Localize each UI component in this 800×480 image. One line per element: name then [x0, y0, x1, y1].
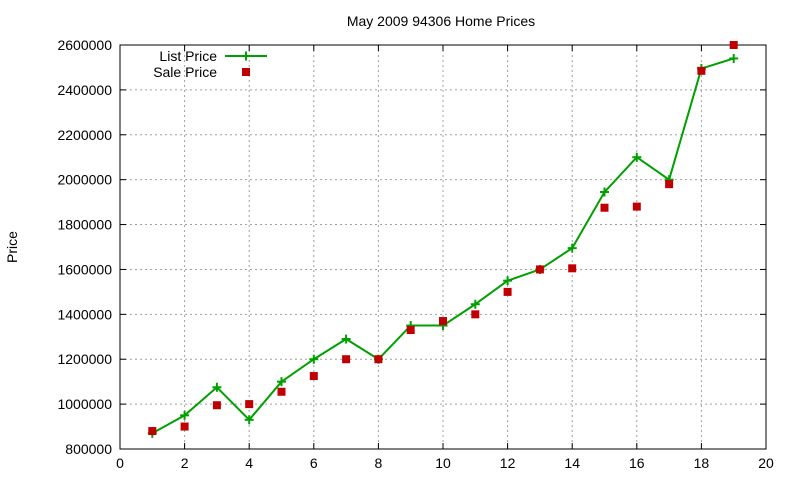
sale-price-point — [309, 372, 318, 381]
sale-price-point — [212, 401, 221, 410]
y-tick-label: 2600000 — [57, 37, 112, 53]
list-price-point — [729, 53, 739, 63]
x-tick-label: 14 — [564, 455, 580, 471]
list-price-point — [309, 354, 319, 364]
list-price-point — [180, 410, 190, 420]
sale-price-point — [568, 264, 577, 273]
list-price-point — [567, 243, 577, 253]
x-tick-label: 10 — [435, 455, 451, 471]
axis-ticks: 0 2 4 6 8 10 12 14 16 18 20 800000 1000000 1200000 140… — [57, 37, 774, 471]
series-sale-price — [148, 41, 738, 436]
sale-price-point — [277, 387, 286, 396]
y-tick-label: 1600000 — [57, 261, 112, 277]
x-tick-label: 20 — [758, 455, 774, 471]
sale-price-point — [503, 287, 512, 296]
sale-price-point — [245, 400, 254, 409]
sale-price-point — [148, 427, 157, 436]
legend-label: Sale Price — [153, 64, 217, 80]
sale-price-point — [180, 422, 189, 431]
list-price-point — [341, 334, 351, 344]
y-tick-label: 1800000 — [57, 217, 112, 233]
chart-title: May 2009 94306 Home Prices — [347, 13, 535, 29]
x-tick-label: 16 — [629, 455, 645, 471]
sale-price-point — [665, 180, 674, 189]
y-tick-label: 2400000 — [57, 82, 112, 98]
y-tick-label: 1200000 — [57, 351, 112, 367]
y-axis-label: Price — [4, 231, 20, 263]
list-price-point — [277, 377, 286, 387]
sale-price-point — [729, 41, 738, 49]
sale-price-point — [471, 310, 480, 319]
list-price-point — [212, 382, 222, 392]
x-tick-label: 6 — [310, 455, 318, 471]
x-tick-label: 4 — [245, 455, 253, 471]
x-tick-label: 8 — [375, 455, 383, 471]
list-price-point — [632, 152, 642, 162]
legend-square-marker — [242, 68, 250, 76]
y-tick-label: 1000000 — [57, 396, 112, 412]
sale-price-point — [632, 202, 641, 211]
y-tick-label: 2200000 — [57, 127, 112, 143]
list-price-point — [470, 299, 480, 309]
legend-label: List Price — [159, 48, 217, 64]
series — [147, 41, 739, 438]
sale-price-point — [342, 355, 351, 364]
sale-price-point — [374, 355, 383, 364]
sale-price-point — [535, 265, 544, 274]
list-price-point — [503, 276, 513, 286]
x-tick-label: 18 — [694, 455, 710, 471]
x-tick-label: 2 — [181, 455, 189, 471]
x-tick-label: 0 — [116, 455, 124, 471]
list-price-point — [600, 187, 609, 197]
y-tick-label: 800000 — [65, 441, 112, 457]
y-tick-label: 2000000 — [57, 172, 112, 188]
x-tick-label: 12 — [500, 455, 516, 471]
y-tick-label: 1400000 — [57, 306, 112, 322]
sale-price-point — [406, 326, 415, 335]
sale-price-point — [439, 317, 447, 326]
sale-price-point — [697, 66, 706, 75]
list-price-point — [244, 415, 254, 425]
sale-price-point — [600, 203, 609, 212]
legend-plus-marker — [241, 51, 251, 61]
